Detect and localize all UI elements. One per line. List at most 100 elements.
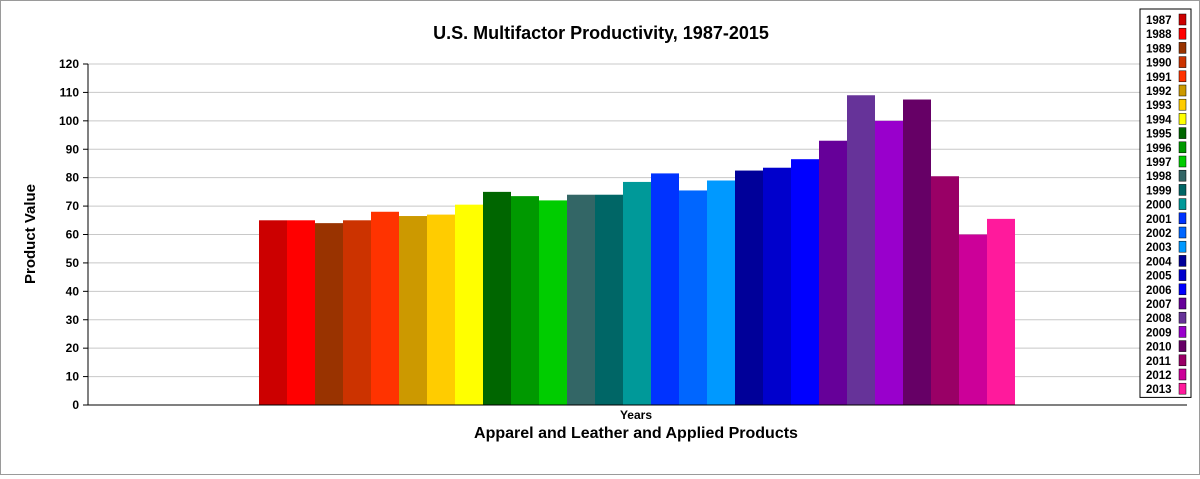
legend-label: 2008 xyxy=(1146,313,1172,325)
legend: 1987 1988 1989 1990 1991 1992 1993 1994 1995 1996… xyxy=(1139,8,1192,398)
legend-label: 2005 xyxy=(1146,271,1172,283)
legend-swatch xyxy=(1178,70,1187,83)
legend-swatch xyxy=(1178,13,1187,26)
y-axis-label: Product Value xyxy=(22,184,39,284)
legend-label: 1997 xyxy=(1146,157,1172,169)
legend-swatch xyxy=(1178,42,1187,54)
legend-label: 2012 xyxy=(1146,370,1172,382)
y-tick-label: 80 xyxy=(66,171,80,185)
legend-label: 2009 xyxy=(1146,327,1172,339)
bar-1999 xyxy=(595,194,623,405)
legend-label: 1994 xyxy=(1146,114,1172,126)
legend-label: 1993 xyxy=(1146,100,1172,112)
bars xyxy=(259,95,1015,405)
bar-2004 xyxy=(735,170,763,405)
legend-label: 2002 xyxy=(1146,228,1172,240)
y-tick-labels: 0 10 20 30 40 50 60 70 80 90 100 110 120 xyxy=(59,57,88,412)
bar-1993 xyxy=(427,214,455,405)
bar-2007 xyxy=(819,140,847,405)
legend-label: 2007 xyxy=(1146,299,1172,311)
legend-label: 2004 xyxy=(1146,256,1172,268)
legend-swatch xyxy=(1178,269,1187,281)
legend-swatch xyxy=(1178,368,1187,381)
y-tick-label: 50 xyxy=(66,256,80,270)
legend-swatch xyxy=(1178,354,1187,367)
y-tick-label: 60 xyxy=(66,228,80,242)
bar-1998 xyxy=(567,194,595,405)
bar-2013 xyxy=(987,218,1015,405)
bar-2000 xyxy=(623,181,651,405)
bar-2009 xyxy=(875,120,903,405)
legend-swatch xyxy=(1178,184,1187,196)
bar-1990 xyxy=(343,220,371,405)
y-tick-label: 70 xyxy=(66,199,80,213)
bar-1994 xyxy=(455,204,483,405)
legend-label: 2003 xyxy=(1146,242,1172,254)
legend-label: 1991 xyxy=(1146,72,1172,84)
legend-label: 2013 xyxy=(1146,384,1172,396)
legend-swatch xyxy=(1178,240,1187,253)
y-tick-label: 10 xyxy=(66,370,80,384)
legend-swatch xyxy=(1178,382,1187,395)
y-tick-label: 100 xyxy=(59,114,79,128)
bar-2011 xyxy=(931,176,959,405)
legend-swatch xyxy=(1178,226,1187,239)
bar-1996 xyxy=(511,196,539,405)
legend-label: 1999 xyxy=(1146,185,1172,197)
bar-2010 xyxy=(903,99,931,405)
legend-label: 2001 xyxy=(1146,214,1172,226)
legend-swatch xyxy=(1178,198,1187,210)
bar-1991 xyxy=(371,211,399,405)
bar-2002 xyxy=(679,190,707,405)
bar-1988 xyxy=(287,220,315,405)
legend-label: 1988 xyxy=(1146,29,1172,41)
legend-label: 1996 xyxy=(1146,143,1172,155)
bar-1997 xyxy=(539,200,567,405)
legend-swatch xyxy=(1178,27,1187,40)
chart-title: U.S. Multifactor Productivity, 1987-2015 xyxy=(433,23,769,43)
legend-label: 1989 xyxy=(1146,43,1172,55)
legend-swatch xyxy=(1178,56,1187,68)
legend-swatch xyxy=(1178,255,1187,267)
bar-2003 xyxy=(707,180,735,405)
y-tick-label: 110 xyxy=(60,85,80,99)
legend-swatch xyxy=(1178,98,1187,111)
y-tick-label: 90 xyxy=(66,142,80,156)
legend-label: 2000 xyxy=(1146,200,1172,212)
y-tick-label: 0 xyxy=(72,398,79,412)
legend-swatch xyxy=(1178,311,1187,324)
legend-label: 1987 xyxy=(1146,15,1172,27)
legend-swatch xyxy=(1178,340,1187,352)
legend-swatch xyxy=(1178,297,1187,310)
legend-swatch xyxy=(1178,169,1187,182)
category-label: Years xyxy=(620,408,652,422)
bar-2012 xyxy=(959,234,987,405)
legend-swatch xyxy=(1178,113,1187,125)
y-tick-label: 20 xyxy=(66,341,80,355)
legend-swatch xyxy=(1178,326,1187,338)
bar-2005 xyxy=(763,167,791,405)
legend-swatch xyxy=(1178,141,1187,154)
bar-2001 xyxy=(651,173,679,405)
bar-1989 xyxy=(315,223,343,405)
bar-1992 xyxy=(399,216,427,405)
legend-label: 1998 xyxy=(1146,171,1172,183)
legend-swatch xyxy=(1178,212,1187,225)
legend-swatch xyxy=(1178,155,1187,168)
x-axis-label: Apparel and Leather and Applied Products xyxy=(474,425,798,442)
legend-label: 2011 xyxy=(1146,356,1172,368)
legend-label: 2006 xyxy=(1146,285,1172,297)
y-tick-label: 30 xyxy=(66,313,80,327)
bar-2006 xyxy=(791,159,819,405)
legend-label: 2010 xyxy=(1146,342,1172,354)
bar-1995 xyxy=(483,191,511,405)
legend-swatch xyxy=(1178,84,1187,97)
bar-1987 xyxy=(259,220,287,405)
legend-label: 1990 xyxy=(1146,58,1172,70)
y-tick-label: 120 xyxy=(59,57,79,71)
legend-swatch xyxy=(1178,283,1187,296)
legend-label: 1992 xyxy=(1146,86,1172,98)
bar-2008 xyxy=(847,95,875,405)
